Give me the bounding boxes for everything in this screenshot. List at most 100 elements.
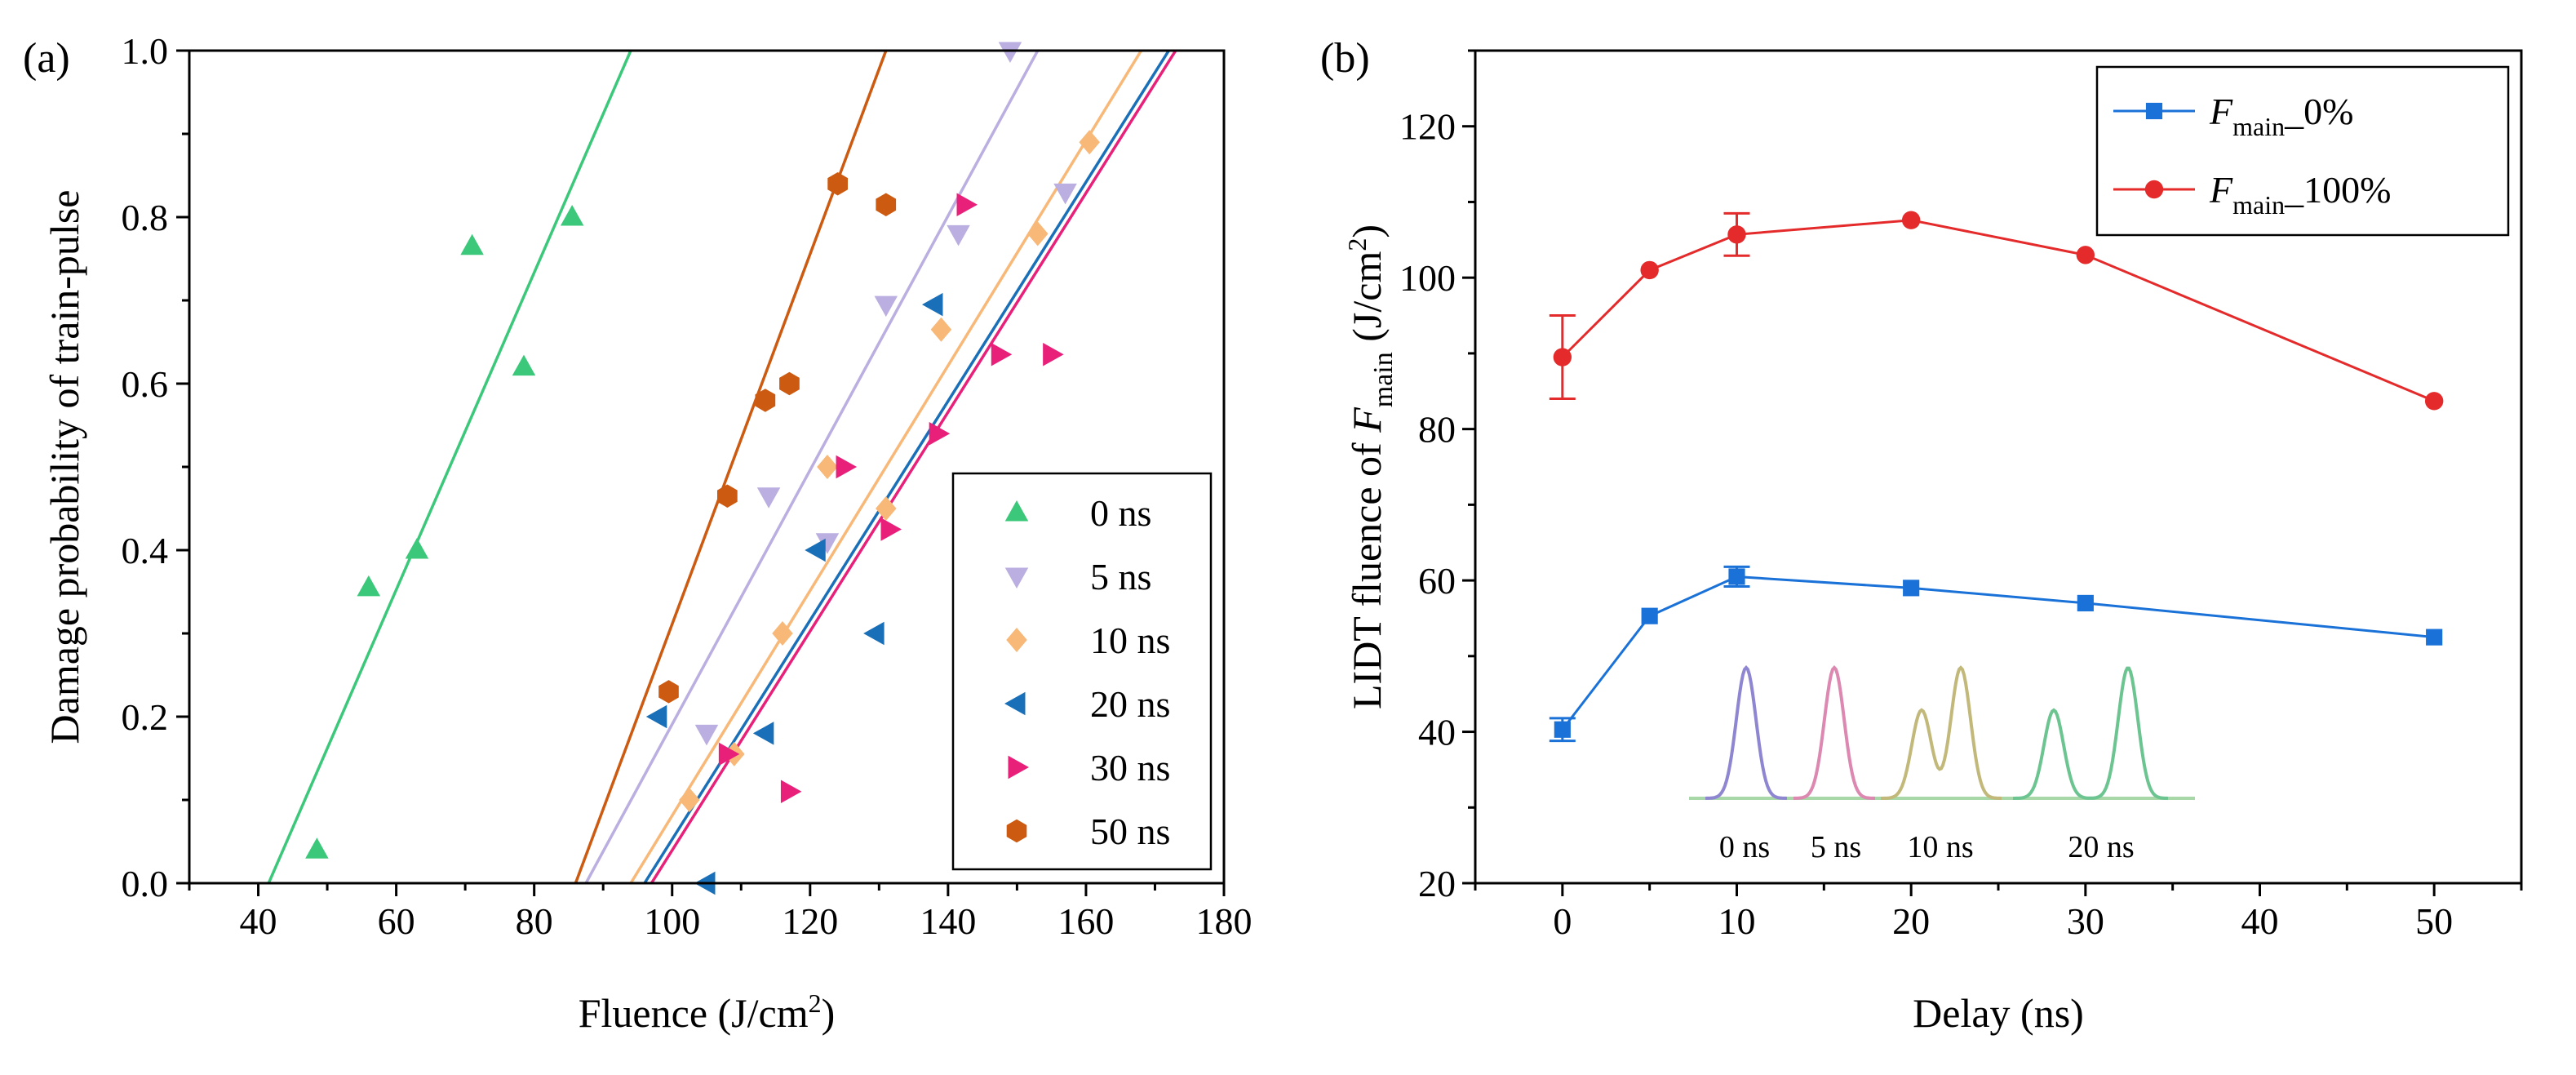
- inset-label-1: 5 ns: [1811, 830, 1861, 864]
- y-tick-label-b: 20: [1418, 863, 1456, 904]
- inset-label-2: 10 ns: [1907, 830, 1973, 864]
- data-point-50-ns: [876, 193, 897, 216]
- y-tick-label-a: 0.6: [122, 363, 169, 405]
- data-point-20-ns: [645, 704, 667, 729]
- y-tick-label-b: 60: [1418, 560, 1456, 602]
- x-tick-label-a: 100: [644, 900, 700, 942]
- panel-a-label: (a): [23, 35, 70, 82]
- data-point-5-ns: [874, 295, 898, 318]
- x-tick-label-a: 40: [240, 900, 277, 942]
- panel-a-ylabel: Damage probability of train-pulse: [42, 190, 87, 744]
- data-point-10-ns: [930, 317, 952, 342]
- fit-line-5-ns: [584, 51, 1040, 883]
- legend-label-0: Fmain_0%: [2209, 91, 2353, 141]
- panel-a-data-points: [305, 42, 1100, 895]
- panel-b-legend: Fmain_0% Fmain_100%: [2095, 65, 2510, 237]
- data-point-30-ns: [780, 780, 802, 804]
- panel-a-ticks: 40 60 80 100 120 140 160 180 0.0 0.2 0.4 0.6 0.8 1.0: [122, 30, 1253, 942]
- data-point-series-1: [1553, 348, 1572, 366]
- legend-marker-50-ns: [1006, 819, 1027, 843]
- panel-b-ticks: 0 10 20 30 40 50 20 40 60 80 100 120: [1399, 49, 2523, 942]
- y-tick-label-b: 100: [1399, 257, 1456, 299]
- data-point-series-1: [2424, 392, 2444, 411]
- data-point-30-ns: [991, 343, 1013, 366]
- data-point-5-ns: [998, 42, 1022, 63]
- y-tick-label-a: 0.4: [122, 530, 169, 571]
- data-point-5-ns: [694, 724, 719, 746]
- data-point-30-ns: [836, 455, 858, 479]
- data-point-5-ns: [815, 533, 840, 554]
- data-point-10-ns: [679, 788, 700, 812]
- y-tick-label-b: 120: [1399, 106, 1456, 148]
- panel-b-chart: (b) 0 ns 5 ns 10 ns 20 ns 0 10 20 30 40 50 20 40 60…: [1320, 35, 2523, 1036]
- legend-marker-1: [2144, 180, 2164, 199]
- legend-marker-5-ns: [1004, 567, 1029, 589]
- legend-marker-10-ns: [1006, 628, 1027, 652]
- series-line-1: [1561, 219, 2435, 402]
- data-point-30-ns: [1043, 343, 1064, 366]
- data-point-10-ns: [817, 455, 838, 479]
- x-tick-label-a: 120: [782, 900, 838, 942]
- x-tick-label-b: 40: [2241, 900, 2279, 942]
- legend-marker-0: [2145, 102, 2163, 120]
- panel-b-data-points: [1553, 211, 2444, 738]
- data-point-series-0: [2426, 629, 2443, 646]
- data-point-0-ns: [357, 575, 381, 597]
- data-point-5-ns: [756, 487, 781, 509]
- legend-label-5-ns: 5 ns: [1090, 556, 1151, 597]
- data-point-series-0: [1641, 607, 1658, 624]
- panel-a-chart: (a) 40 60 80 100 120 140 160 180 0.0 0.2 0.4 0.6 0.8…: [23, 30, 1253, 1036]
- inset-pulse-10ns: [1881, 665, 2002, 800]
- legend-label-20-ns: 20 ns: [1090, 683, 1170, 725]
- data-point-30-ns: [929, 421, 951, 446]
- data-point-0-ns: [560, 205, 584, 226]
- y-tick-label-b: 40: [1418, 712, 1456, 753]
- x-tick-label-a: 160: [1057, 900, 1114, 942]
- y-tick-label-a: 0.0: [122, 863, 169, 904]
- fit-line-0-ns: [267, 51, 632, 883]
- legend-label-50-ns: 50 ns: [1090, 811, 1170, 852]
- data-point-20-ns: [863, 621, 885, 646]
- x-tick-label-a: 60: [378, 900, 415, 942]
- y-tick-label-a: 0.2: [122, 696, 169, 738]
- inset-pulse-20ns: [2013, 666, 2169, 800]
- data-point-0-ns: [405, 538, 429, 559]
- data-point-20-ns: [752, 722, 774, 745]
- x-tick-label-b: 30: [2067, 900, 2104, 942]
- data-point-series-0: [1728, 568, 1745, 585]
- x-tick-label-b: 20: [1892, 900, 1930, 942]
- data-point-30-ns: [718, 742, 740, 766]
- panel-a-legend: 0 ns 5 ns 10 ns 20 ns 30 ns 50 ns: [951, 472, 1213, 871]
- inset-pulse-5ns: [1793, 665, 1876, 800]
- data-point-10-ns: [876, 496, 897, 521]
- data-point-10-ns: [1027, 221, 1049, 247]
- data-point-series-0: [2077, 594, 2094, 611]
- data-point-30-ns: [956, 193, 978, 216]
- x-tick-label-b: 10: [1718, 900, 1756, 942]
- data-point-series-0: [1554, 721, 1571, 738]
- data-point-10-ns: [1079, 130, 1100, 155]
- legend-label-1: Fmain_100%: [2209, 169, 2391, 220]
- data-point-series-1: [1901, 211, 1921, 229]
- data-point-50-ns: [755, 389, 776, 412]
- inset-pulse-0ns: [1705, 665, 1788, 800]
- fit-line-20-ns: [643, 51, 1170, 883]
- data-point-20-ns: [805, 538, 826, 562]
- data-point-series-1: [1640, 260, 1659, 280]
- legend-marker-20-ns: [1004, 691, 1026, 716]
- panel-b-error-bars: [1549, 211, 1750, 743]
- inset-label-3: 20 ns: [2068, 830, 2134, 864]
- data-point-0-ns: [460, 233, 484, 255]
- data-point-50-ns: [717, 484, 738, 508]
- series-line-0: [1561, 575, 2435, 731]
- legend-marker-0-ns: [1004, 500, 1029, 522]
- legend-marker-30-ns: [1008, 755, 1029, 780]
- y-tick-label-a: 0.8: [122, 197, 169, 238]
- x-tick-label-a: 80: [516, 900, 553, 942]
- panel-b-series-lines: [1561, 219, 2435, 731]
- x-tick-label-a: 180: [1196, 900, 1253, 942]
- x-tick-label-b: 0: [1553, 900, 1572, 942]
- data-point-5-ns: [947, 224, 970, 247]
- x-tick-label-a: 140: [920, 900, 976, 942]
- panel-b-ylabel: LIDT fluence of Fmain (J/cm2): [1342, 224, 1399, 709]
